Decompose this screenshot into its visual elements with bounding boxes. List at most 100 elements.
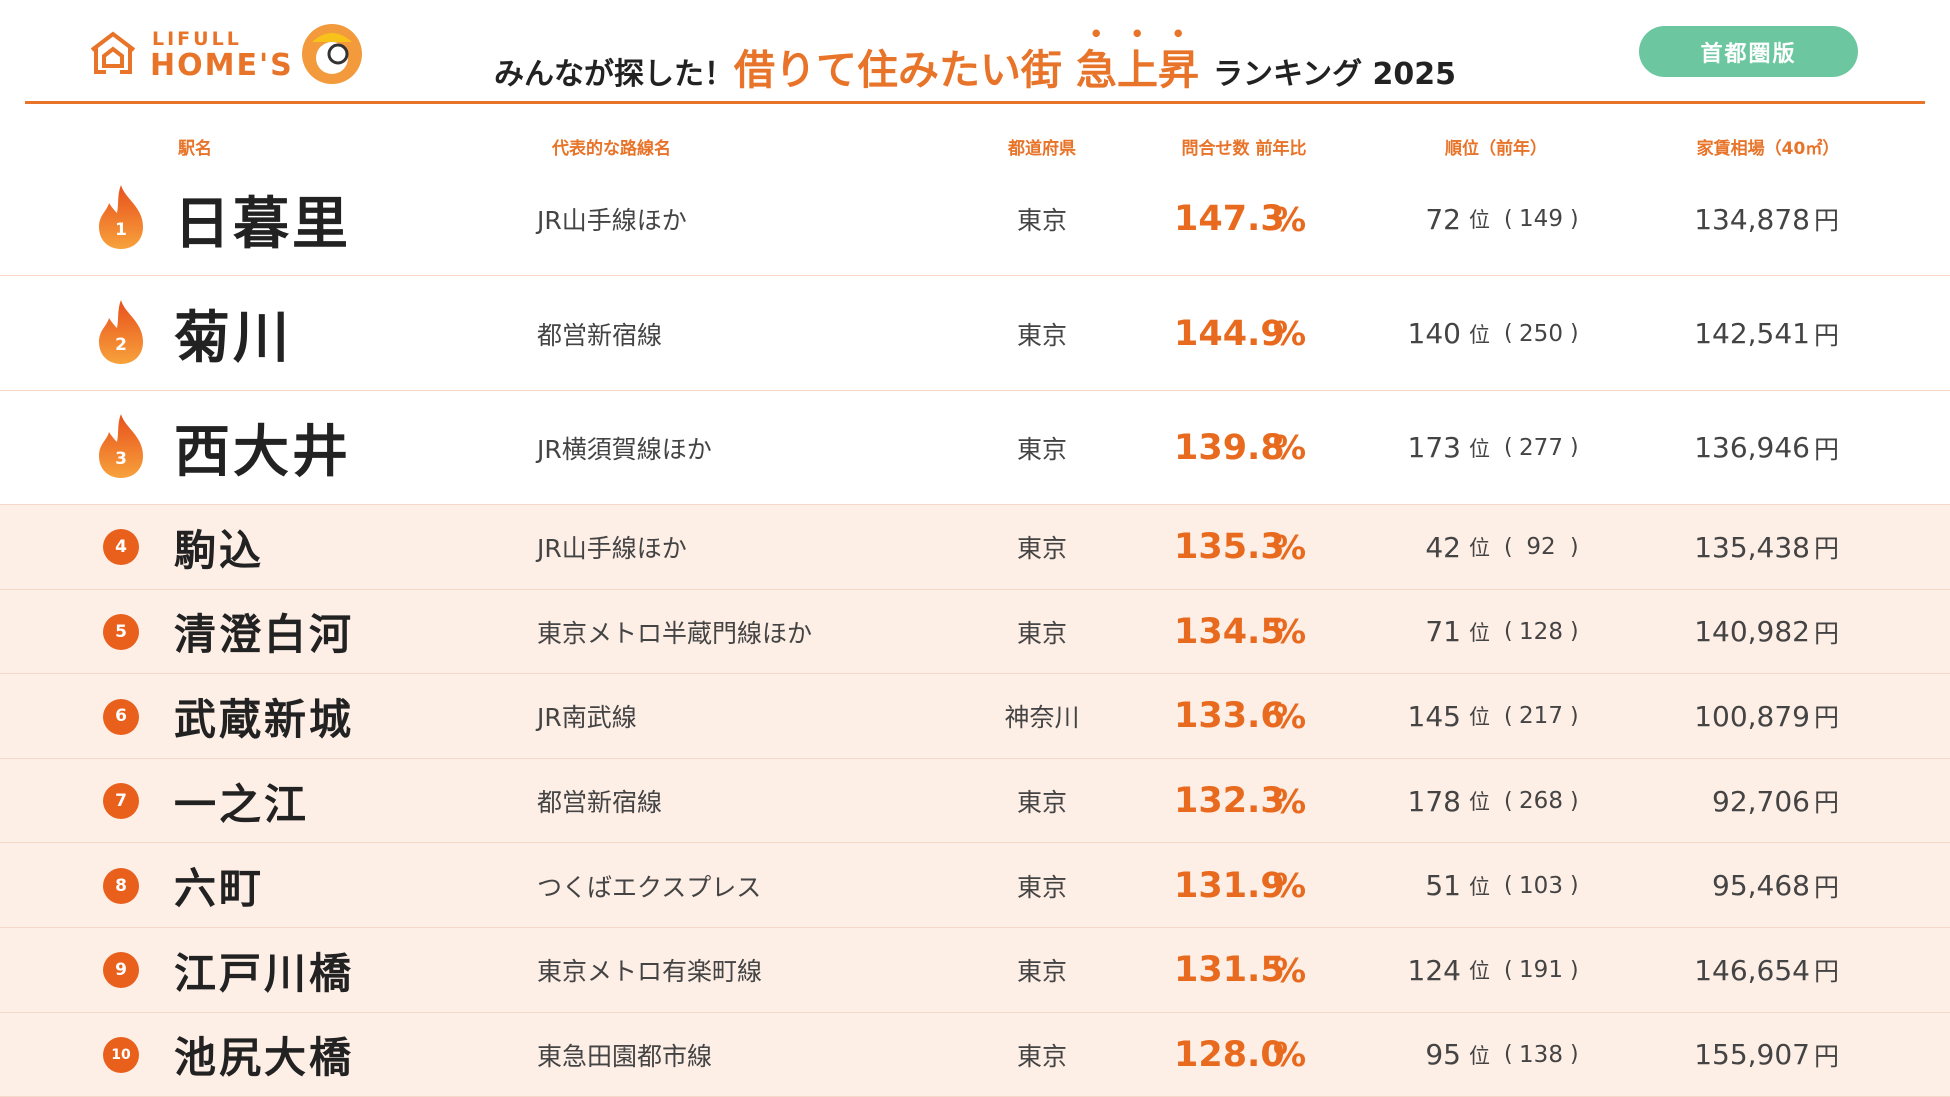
inquiry-ratio: 132.3 [1174,781,1285,822]
rank-number: 5 [115,621,127,642]
line-name: 東京メトロ有楽町線 [537,957,763,987]
rank-number: 9 [115,960,127,981]
prefecture: 東京 [1016,872,1068,902]
paren-open: ( [1504,1042,1513,1068]
inquiry-ratio: 133.6 [1174,696,1285,737]
mascot [302,24,362,84]
paren-close: ) [1570,619,1579,645]
logo-top: LIFULL [152,28,242,50]
paren-close: ) [1570,435,1579,461]
flame-icon [99,414,143,478]
rent-unit: 円 [1814,957,1840,987]
row-background [0,589,1950,675]
rank-number: 4 [115,537,127,558]
column-header: 都道府県 [1008,139,1076,159]
current-rank: 71 [1425,615,1461,649]
inquiry-ratio: 131.5 [1174,950,1285,991]
ratio-unit: % [1273,950,1307,990]
current-rank: 140 [1407,317,1461,351]
row-background [0,505,1950,590]
rank-unit: 位 [1469,705,1490,730]
paren-open: ( [1504,957,1513,983]
paren-open: ( [1504,534,1513,560]
title-lead: みんなが探した！ [493,57,734,92]
station-name: 武蔵新城 [174,694,355,744]
paren-close: ) [1570,1042,1579,1068]
rank-number: 3 [115,448,127,469]
rent-unit: 円 [1814,434,1840,464]
ratio-unit: % [1273,1035,1307,1075]
paren-close: ) [1570,873,1579,899]
paren-open: ( [1504,788,1513,814]
column-header: 問合せ数 前年比 [1181,139,1307,159]
inquiry-ratio: 128.0 [1174,1034,1285,1075]
line-name: 東急田園都市線 [537,1041,713,1071]
title-emphasis: 急上昇 [1075,46,1199,94]
station-name: 江戸川橋 [174,948,355,998]
rank-unit: 位 [1469,874,1490,899]
rent-unit: 円 [1814,872,1840,902]
ratio-unit: % [1273,696,1307,736]
flame-icon [99,185,143,250]
flame-icon [99,299,143,364]
inquiry-ratio: 135.3 [1174,527,1285,568]
station-name: 清澄白河 [174,610,355,660]
station-name: 日暮里 [174,191,351,257]
rank-unit: 位 [1469,620,1490,645]
paren-open: ( [1504,619,1513,645]
current-rank: 42 [1425,530,1461,564]
paren-close: ) [1570,957,1579,983]
ratio-unit: % [1273,314,1307,354]
row-background [0,276,1950,391]
rank-circle [103,698,139,735]
row-background [0,758,1950,844]
rank-circle [103,529,139,566]
line-name: JR南武線 [537,703,637,733]
column-header: 代表的な路線名 [552,139,671,159]
inquiry-ratio: 144.9 [1174,313,1285,354]
current-rank: 178 [1407,784,1461,818]
station-name: 駒込 [174,525,265,575]
row-background [0,1012,1950,1097]
paren-open: ( [1504,873,1513,899]
rent: 140,982 [1694,615,1810,649]
rank-circle [103,952,139,989]
title-tail: ランキング 2025 [1212,57,1457,92]
ratio-unit: % [1273,527,1307,567]
line-name: 都営新宿線 [537,788,663,818]
current-rank: 124 [1407,953,1461,987]
rent-unit: 円 [1814,320,1840,350]
rent-unit: 円 [1814,703,1840,733]
rank-circle [103,867,139,904]
rank-number: 6 [115,706,127,727]
ratio-unit: % [1273,428,1307,468]
station-name: 六町 [174,864,265,914]
rent-unit: 円 [1814,1041,1840,1071]
header-rule [25,101,1925,104]
line-name: 都営新宿線 [537,320,663,350]
rank-number: 10 [111,1046,131,1063]
line-name: JR横須賀線ほか [537,434,712,464]
line-name: JR山手線ほか [537,206,687,236]
previous-rank: 128 [1519,618,1563,645]
rent: 92,706 [1712,784,1810,818]
ratio-unit: % [1273,866,1307,906]
rent: 142,541 [1694,317,1810,351]
inquiry-ratio: 131.9 [1174,865,1285,906]
prefecture: 東京 [1016,320,1068,350]
rank-unit: 位 [1469,436,1490,461]
title-main: 借りて住みたい街 [733,46,1062,94]
row-background [0,162,1950,277]
rent: 95,468 [1712,869,1810,903]
rent: 155,907 [1694,1038,1810,1072]
region-badge: 首都圏版 [1639,26,1858,77]
paren-open: ( [1504,321,1513,347]
rank-number: 1 [115,220,127,241]
previous-rank: 103 [1519,872,1563,899]
station-name: 西大井 [174,420,351,486]
current-rank: 72 [1425,202,1461,236]
rent: 146,654 [1694,953,1810,987]
column-header: 家賃相場（40㎡） [1696,139,1840,159]
inquiry-ratio: 147.3 [1174,199,1285,240]
previous-rank: 92 [1526,534,1556,561]
